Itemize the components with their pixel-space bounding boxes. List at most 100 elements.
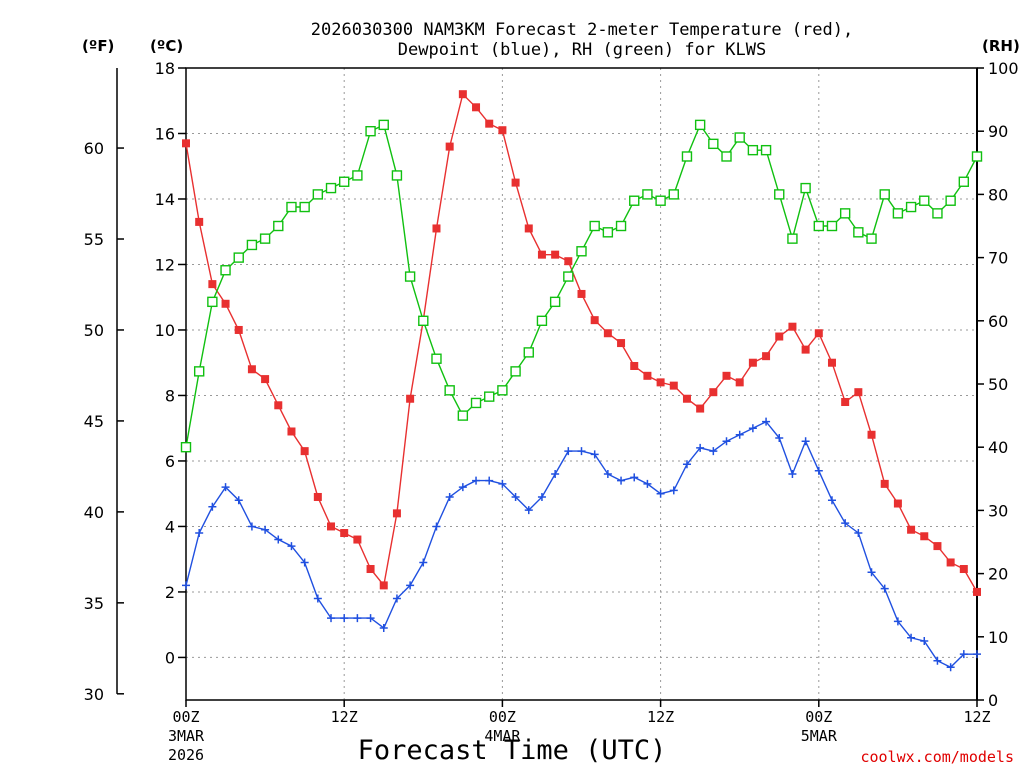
temperature-point [458,90,467,99]
x-tick-date: 5MAR [801,727,838,745]
temperature-point [603,329,612,338]
dewpoint-point [933,656,942,665]
credit-label: coolwx.com/models [860,748,1014,766]
x-tick-date: 3MAR [168,727,205,745]
rh-point [312,189,324,200]
temperature-point [933,542,942,551]
dewpoint-point [630,473,639,482]
rh-point [457,410,469,421]
dewpoint-point [893,617,902,626]
celsius-tick-label: 18 [155,59,175,78]
celsius-tick-label: 2 [165,583,175,602]
fahrenheit-tick-label: 55 [84,230,104,249]
temperature-point [946,558,955,567]
temperature-point [630,361,639,370]
celsius-tick-label: 8 [165,386,175,405]
temperature-point [762,352,771,361]
rh-point [919,195,930,206]
celsius-tick-label: 10 [155,321,175,340]
dewpoint-point [867,568,876,577]
rh-point [523,347,534,358]
celsius-tick-label: 16 [155,124,175,143]
temperature-point [564,257,573,266]
dewpoint-point [340,614,349,623]
dewpoint-line [185,420,977,669]
rh-tick-label: 100 [988,59,1019,78]
rh-point [760,144,772,156]
temperature-point [775,332,784,341]
celsius-tick-label: 0 [165,648,175,667]
temperature-point [537,250,546,259]
rh-tick-label: 50 [988,375,1008,394]
dewpoint-point [392,594,401,603]
fahrenheit-tick-label: 60 [84,139,104,158]
rh-point [233,252,244,263]
rh-point [576,246,587,257]
fahrenheit-tick-label: 45 [84,412,104,431]
temperature-point [814,329,823,338]
x-tick-label: 12Z [647,708,674,726]
dewpoint-point [814,466,823,475]
series-layer [180,90,983,672]
rh-point [932,208,943,219]
rh-point [180,442,192,453]
rh-point [497,385,508,396]
temperature-point [656,378,665,387]
fahrenheit-unit-label: (ºF) [82,37,114,55]
temperature-point [182,139,190,148]
dewpoint-point [682,460,691,469]
dewpoint-point [854,528,863,537]
dewpoint-point [458,483,467,492]
temperature-point [445,142,454,151]
dewpoint-point [735,430,744,439]
rh-point [391,170,403,181]
temperature-point [735,378,744,387]
dewpoint-point [274,535,283,544]
rh-point [747,144,759,156]
rh-tick-label: 60 [988,312,1008,331]
dewpoint-point [643,479,652,488]
rh-point [246,239,258,251]
rh-point [404,271,416,282]
temperature-point [880,479,889,488]
dewpoint-point [880,584,889,593]
rh-point [470,397,482,409]
rh-point [800,182,811,194]
rh-point [286,201,297,213]
rh-point [193,366,205,377]
rh-point [207,296,218,308]
dewpoint-point [973,650,981,659]
rh-point [694,119,706,131]
temperature-point [722,371,731,380]
dewpoint-point [669,486,678,495]
temperature-point [893,499,902,508]
x-tick-label: 12Z [963,708,990,726]
dewpoint-point [775,434,784,443]
temperature-point [959,565,968,574]
rh-point [879,189,890,200]
rh-tick-label: 40 [988,438,1008,457]
dewpoint-point [590,450,599,459]
dewpoint-point [722,437,731,446]
temperature-point [524,224,533,233]
rh-tick-label: 20 [988,565,1008,584]
dewpoint-point [182,581,190,590]
temperature-point [340,528,349,537]
temperature-point [392,509,401,518]
rh-point [945,195,956,206]
temperature-point [274,401,283,410]
rh-point [352,170,363,181]
temperature-point [788,322,797,331]
x-tick-label: 00Z [172,708,199,726]
celsius-tick-label: 4 [165,517,175,536]
temperature-point [709,388,718,397]
rh-point [536,315,548,326]
rh-point [642,189,653,200]
temperature-point [300,447,309,456]
temperature-point [854,388,863,397]
x-axis-title: Forecast Time (UTC) [358,735,667,766]
rh-point [681,151,693,162]
dewpoint-point [709,447,718,456]
rh-point [826,220,838,232]
